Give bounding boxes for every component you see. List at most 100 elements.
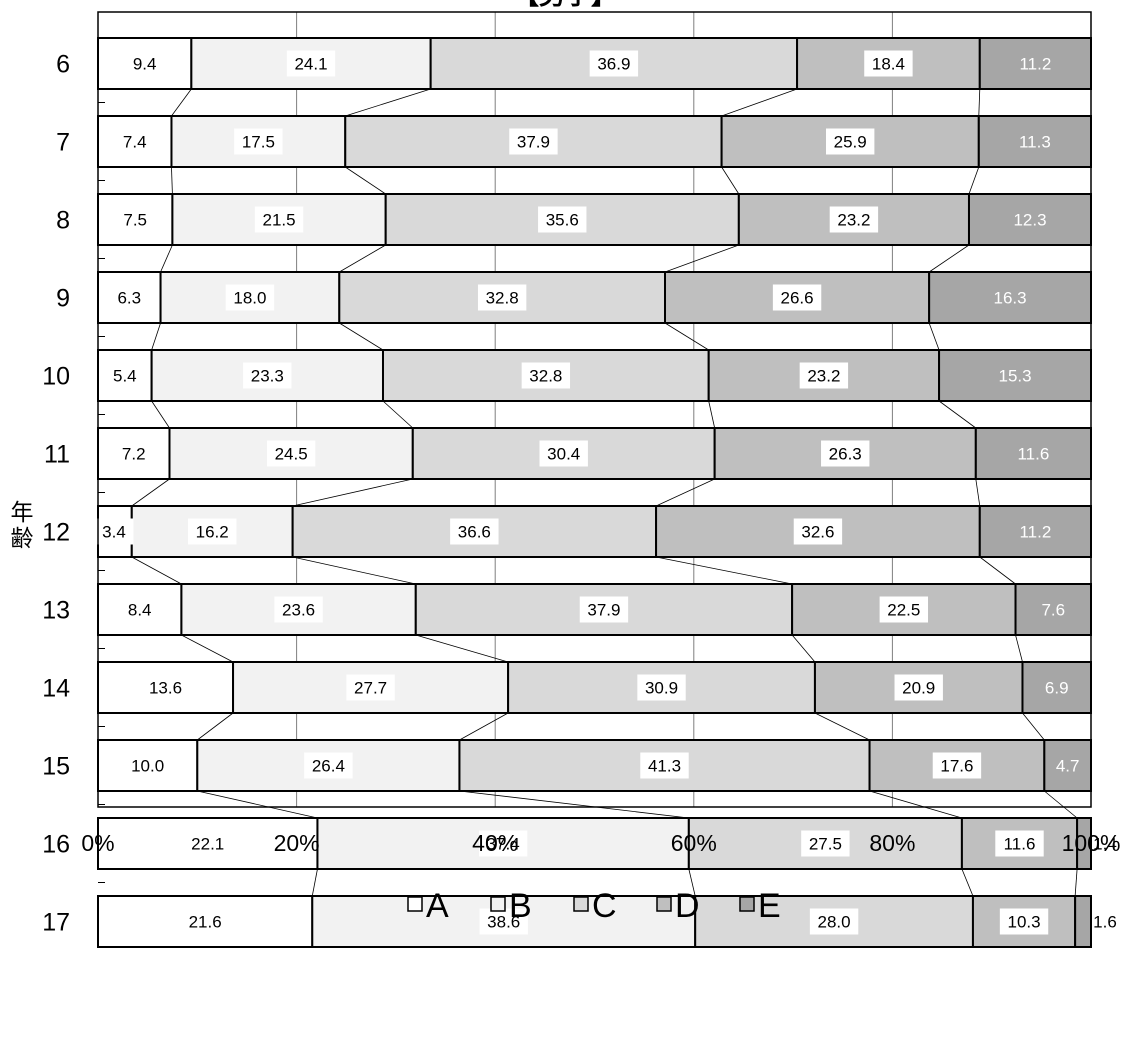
x-tick-label: 100%	[1062, 830, 1121, 856]
data-label: 26.4	[312, 757, 345, 776]
data-label-box	[521, 362, 571, 389]
data-label: 23.6	[282, 601, 315, 620]
y-tick-label: 16	[42, 831, 70, 859]
data-label: 17.5	[242, 133, 275, 152]
series-line	[292, 478, 413, 507]
data-label-box	[141, 674, 190, 701]
data-label-box	[864, 50, 913, 77]
y-tick-label: 15	[42, 753, 70, 781]
series-line	[459, 790, 689, 819]
data-label: 23.2	[807, 367, 840, 386]
data-label-box	[120, 596, 160, 623]
data-label: 24.5	[275, 445, 308, 464]
data-label-box	[346, 674, 395, 701]
y-tick-label: 13	[42, 597, 70, 625]
x-tick-label: 40%	[472, 830, 518, 856]
series-line	[1074, 868, 1078, 897]
x-tick-label: 80%	[869, 830, 915, 856]
series-line	[339, 244, 386, 273]
legend-label: A	[426, 887, 449, 925]
series-line	[345, 88, 431, 117]
legend-swatch	[739, 896, 755, 912]
data-label: 7.5	[123, 211, 147, 230]
series-line	[721, 88, 798, 117]
y-tick-label: 12	[42, 519, 70, 547]
legend-swatch	[407, 896, 423, 912]
y-tick-label: 10	[42, 363, 70, 391]
data-label: 7.4	[123, 133, 147, 152]
series-line	[814, 712, 870, 741]
data-label: 6.3	[117, 289, 141, 308]
series-line	[869, 790, 963, 819]
data-label-box	[829, 206, 879, 233]
series-line	[151, 322, 161, 351]
data-label-box	[254, 206, 304, 233]
bar-segment	[938, 349, 1092, 402]
y-axis-title: 齢	[11, 525, 34, 551]
data-label-box	[115, 206, 155, 233]
data-label-box	[801, 830, 850, 857]
data-label-box	[772, 284, 822, 311]
series-line	[664, 244, 739, 273]
data-label-box	[450, 518, 499, 545]
data-label: 4.7	[1056, 757, 1080, 776]
data-label: 26.6	[781, 289, 814, 308]
data-label: 27.7	[354, 679, 387, 698]
data-label: 35.6	[546, 211, 579, 230]
series-line	[131, 556, 182, 585]
data-label-box	[825, 128, 875, 155]
series-line	[655, 478, 715, 507]
bar-segment	[978, 37, 1092, 90]
series-line	[968, 166, 980, 195]
data-label-box	[809, 908, 859, 935]
data-label: 23.2	[837, 211, 870, 230]
data-label-box	[995, 830, 1044, 857]
data-label: 11.2	[1019, 523, 1051, 542]
series-line	[928, 322, 940, 351]
data-label: 11.2	[1019, 55, 1051, 74]
data-label: 37.4	[487, 835, 520, 854]
data-label: 18.4	[872, 55, 905, 74]
data-label: 12.3	[1013, 211, 1046, 230]
data-label: 41.3	[648, 757, 681, 776]
legend-label: B	[509, 887, 532, 925]
data-label: 22.1	[191, 835, 224, 854]
data-label-box	[539, 440, 588, 467]
series-line	[171, 88, 192, 117]
data-label-box	[225, 284, 275, 311]
data-label-box	[479, 908, 528, 935]
data-label: 24.1	[294, 55, 327, 74]
data-label: 21.6	[189, 913, 222, 932]
y-tick-label: 17	[42, 909, 70, 937]
series-line	[961, 868, 974, 897]
series-line	[708, 400, 716, 429]
data-label-box	[478, 830, 528, 857]
chart-title: 【男子】	[513, 0, 617, 10]
y-tick-label: 6	[56, 51, 70, 79]
series-line	[151, 400, 170, 429]
data-label: 1.4	[1093, 835, 1117, 854]
series-line	[978, 88, 981, 117]
data-label-box	[234, 128, 283, 155]
x-tick-label: 20%	[274, 830, 320, 856]
series-line	[197, 790, 318, 819]
data-label: 23.3	[251, 367, 284, 386]
data-label: 3.4	[102, 523, 126, 542]
data-label-box	[894, 674, 943, 701]
data-label: 18.0	[233, 289, 266, 308]
data-label: 22.5	[887, 601, 920, 620]
data-label-box	[999, 908, 1049, 935]
data-label-box	[286, 50, 336, 77]
data-label: 32.8	[486, 289, 519, 308]
data-label-box	[579, 596, 629, 623]
data-label: 38.6	[487, 913, 520, 932]
series-line	[688, 868, 696, 897]
data-label-box	[274, 596, 323, 623]
bar-segment	[978, 505, 1092, 558]
data-label-box	[821, 440, 870, 467]
data-label: 17.6	[940, 757, 973, 776]
series-line	[938, 400, 977, 429]
data-label-box	[640, 752, 689, 779]
series-line	[1022, 712, 1045, 741]
